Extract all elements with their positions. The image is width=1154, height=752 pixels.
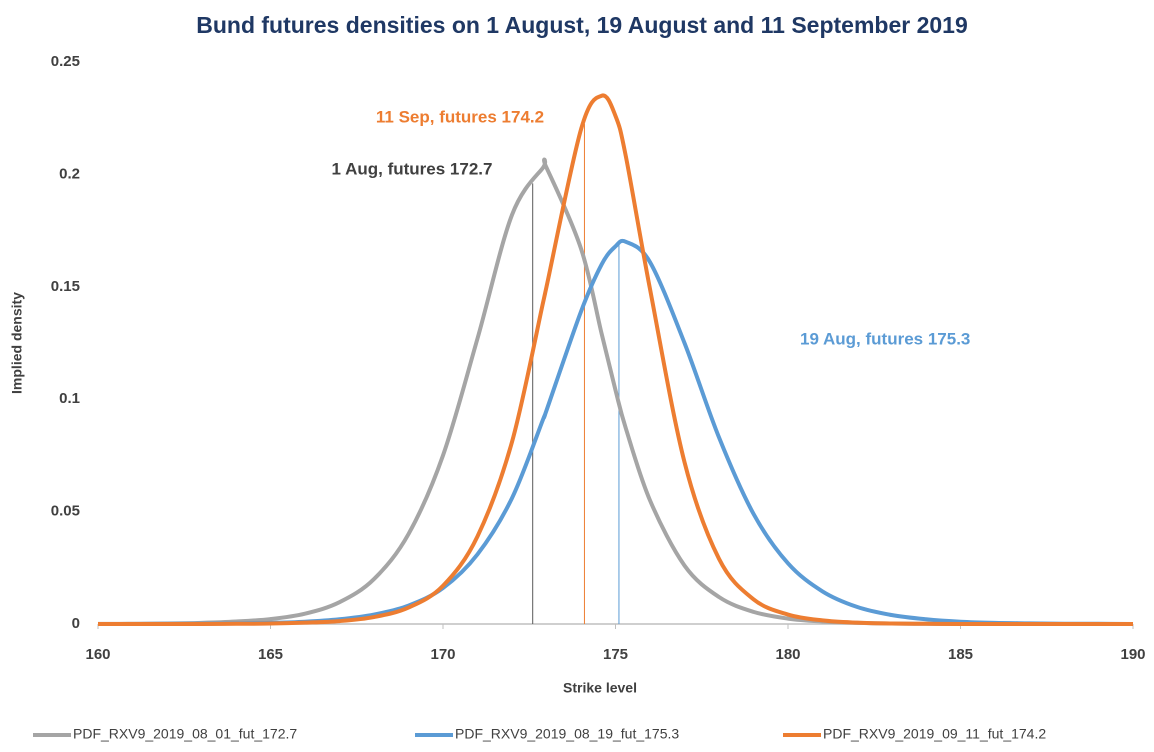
annotation: 1 Aug, futures 172.7 xyxy=(332,159,493,178)
y-tick-label: 0 xyxy=(72,615,80,632)
x-tick-label: 190 xyxy=(1120,646,1145,663)
chart-title: Bund futures densities on 1 August, 19 A… xyxy=(196,12,968,38)
y-tick-label: 0.05 xyxy=(51,503,80,520)
legend-label: PDF_RXV9_2019_08_01_fut_172.7 xyxy=(73,726,297,742)
y-tick-label: 0.1 xyxy=(59,390,80,407)
legend-label: PDF_RXV9_2019_08_19_fut_175.3 xyxy=(455,726,679,742)
density-line xyxy=(97,238,1134,626)
x-tick-label: 160 xyxy=(85,646,110,663)
annotation: 19 Aug, futures 175.3 xyxy=(800,329,970,348)
x-tick-label: 180 xyxy=(775,646,800,663)
density-line xyxy=(97,157,1133,626)
x-tick-label: 165 xyxy=(258,646,283,663)
y-axis-label: Implied density xyxy=(9,292,25,394)
annotation: 11 Sep, futures 174.2 xyxy=(376,107,544,126)
x-tick-label: 185 xyxy=(948,646,973,663)
x-axis-label: Strike level xyxy=(563,680,637,696)
y-tick-label: 0.25 xyxy=(51,53,80,70)
legend-label: PDF_RXV9_2019_09_11_fut_174.2 xyxy=(823,726,1046,742)
y-tick-label: 0.15 xyxy=(51,278,80,295)
y-tick-label: 0.2 xyxy=(59,165,80,182)
x-tick-label: 175 xyxy=(603,646,628,663)
x-tick-label: 170 xyxy=(430,646,455,663)
density-line xyxy=(97,93,1133,626)
